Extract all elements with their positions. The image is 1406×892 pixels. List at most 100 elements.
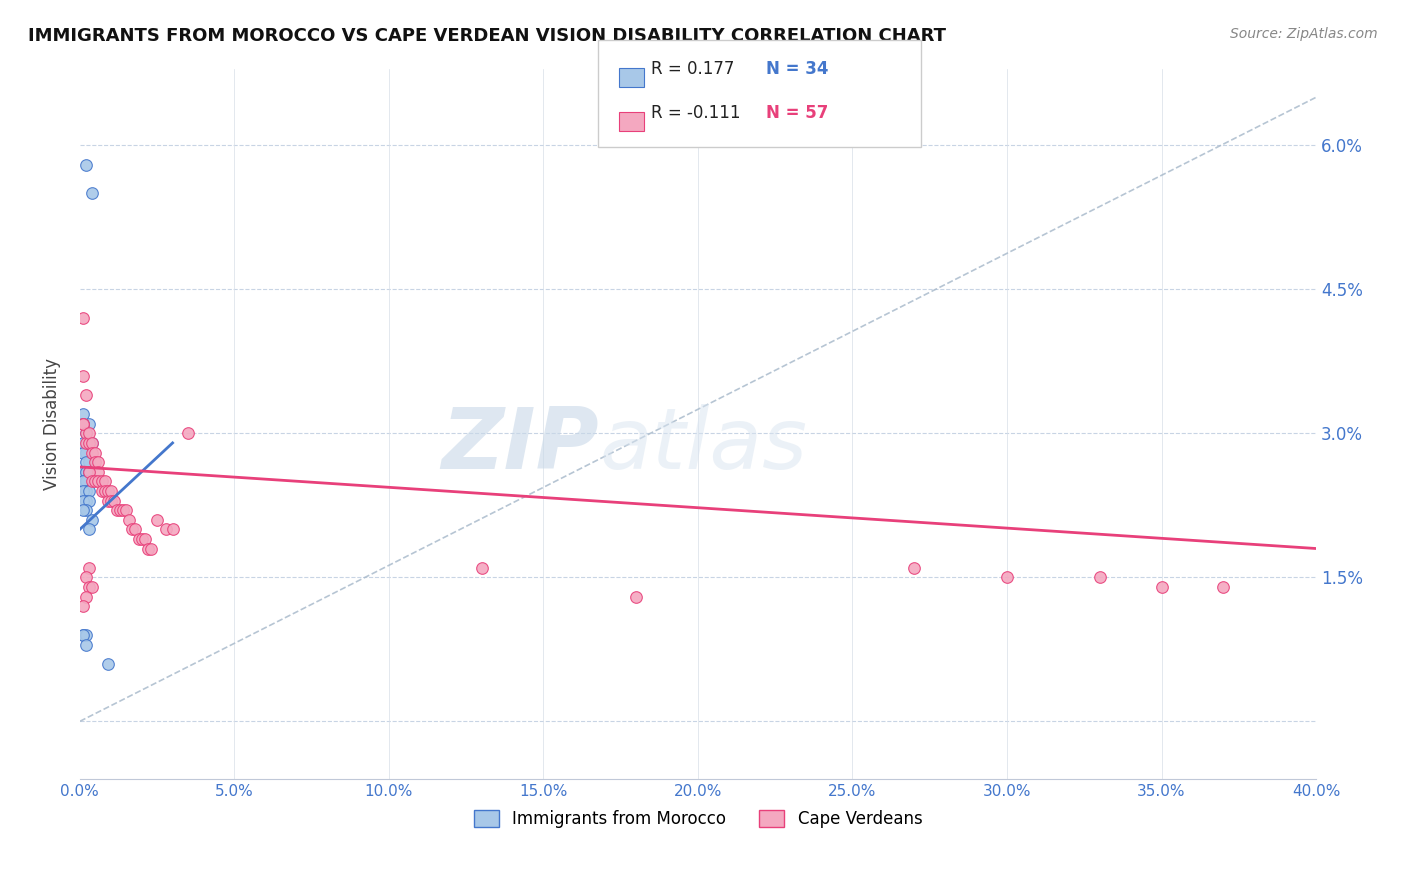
Point xyxy=(75,570,97,584)
Point xyxy=(100,483,122,498)
Point xyxy=(84,455,107,469)
Point xyxy=(100,493,122,508)
Point xyxy=(105,503,128,517)
Point xyxy=(1088,570,1111,584)
Point xyxy=(75,388,97,402)
Point xyxy=(82,436,104,450)
Point xyxy=(75,436,97,450)
Point xyxy=(77,436,100,450)
Point xyxy=(112,503,135,517)
Point xyxy=(136,541,159,556)
Point xyxy=(146,513,169,527)
Point xyxy=(72,417,94,431)
Point xyxy=(84,475,107,489)
Text: ZIP: ZIP xyxy=(441,403,599,486)
Point xyxy=(93,475,115,489)
Point xyxy=(75,503,97,517)
Point xyxy=(72,599,94,614)
Point xyxy=(75,493,97,508)
Point xyxy=(82,445,104,459)
Point xyxy=(72,503,94,517)
Point xyxy=(162,522,184,536)
Point xyxy=(155,522,177,536)
Point xyxy=(75,628,97,642)
Point xyxy=(75,455,97,469)
Point xyxy=(108,503,131,517)
Point xyxy=(72,475,94,489)
Point xyxy=(77,560,100,574)
Point xyxy=(77,436,100,450)
Point xyxy=(72,407,94,421)
Text: IMMIGRANTS FROM MOROCCO VS CAPE VERDEAN VISION DISABILITY CORRELATION CHART: IMMIGRANTS FROM MOROCCO VS CAPE VERDEAN … xyxy=(28,27,946,45)
Point xyxy=(77,493,100,508)
Point xyxy=(97,483,120,498)
Text: R = 0.177: R = 0.177 xyxy=(651,60,734,78)
Point xyxy=(97,657,120,671)
Point xyxy=(87,455,110,469)
Point xyxy=(82,580,104,594)
Point xyxy=(90,483,112,498)
Point xyxy=(72,483,94,498)
Point xyxy=(471,560,494,574)
Legend: Immigrants from Morocco, Cape Verdeans: Immigrants from Morocco, Cape Verdeans xyxy=(467,803,929,835)
Point xyxy=(87,475,110,489)
Point xyxy=(72,628,94,642)
Point xyxy=(72,628,94,642)
Point xyxy=(77,522,100,536)
Point xyxy=(82,513,104,527)
Text: Source: ZipAtlas.com: Source: ZipAtlas.com xyxy=(1230,27,1378,41)
Point xyxy=(87,465,110,479)
Point xyxy=(72,311,94,326)
Point xyxy=(72,436,94,450)
Point xyxy=(134,532,156,546)
Point xyxy=(75,426,97,441)
Y-axis label: Vision Disability: Vision Disability xyxy=(44,358,60,490)
Point xyxy=(97,493,120,508)
Point xyxy=(124,522,146,536)
Point xyxy=(77,417,100,431)
Point xyxy=(75,590,97,604)
Text: N = 57: N = 57 xyxy=(766,104,828,122)
Point xyxy=(103,493,125,508)
Point xyxy=(75,426,97,441)
Point xyxy=(72,475,94,489)
Text: N = 34: N = 34 xyxy=(766,60,828,78)
Point xyxy=(72,417,94,431)
Point xyxy=(77,465,100,479)
Point xyxy=(75,475,97,489)
Point xyxy=(82,436,104,450)
Point xyxy=(177,426,200,441)
Point xyxy=(77,465,100,479)
Point xyxy=(77,426,100,441)
Point xyxy=(75,465,97,479)
Text: atlas: atlas xyxy=(599,403,807,486)
Point xyxy=(903,560,925,574)
Point xyxy=(82,475,104,489)
Point xyxy=(75,483,97,498)
Point xyxy=(72,493,94,508)
Point xyxy=(77,455,100,469)
Point xyxy=(77,483,100,498)
Point xyxy=(115,503,138,517)
Point xyxy=(72,465,94,479)
Point xyxy=(72,445,94,459)
Point xyxy=(624,590,647,604)
Point xyxy=(75,157,97,171)
Point xyxy=(72,368,94,383)
Point xyxy=(1150,580,1173,594)
Text: R = -0.111: R = -0.111 xyxy=(651,104,741,122)
Point xyxy=(118,513,141,527)
Point xyxy=(128,532,150,546)
Point xyxy=(1212,580,1234,594)
Point xyxy=(75,445,97,459)
Point xyxy=(75,638,97,652)
Point xyxy=(131,532,153,546)
Point xyxy=(84,445,107,459)
Point xyxy=(90,475,112,489)
Point xyxy=(93,483,115,498)
Point xyxy=(72,417,94,431)
Point xyxy=(995,570,1018,584)
Point xyxy=(82,186,104,201)
Point xyxy=(139,541,162,556)
Point xyxy=(77,580,100,594)
